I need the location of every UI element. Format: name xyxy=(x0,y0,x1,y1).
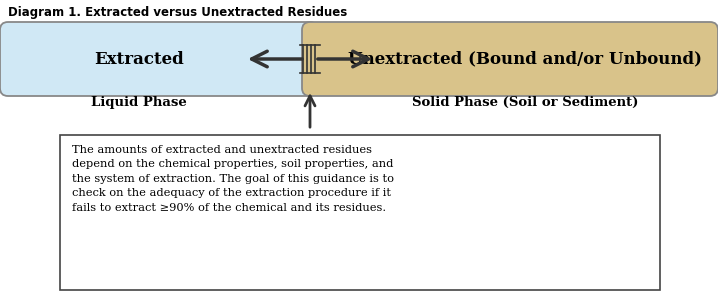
FancyBboxPatch shape xyxy=(302,22,718,96)
Text: Diagram 1. Extracted versus Unextracted Residues: Diagram 1. Extracted versus Unextracted … xyxy=(8,6,348,19)
Bar xyxy=(290,29,330,89)
Text: The amounts of extracted and unextracted residues
depend on the chemical propert: The amounts of extracted and unextracted… xyxy=(72,145,394,213)
Text: Solid Phase (Soil or Sediment): Solid Phase (Soil or Sediment) xyxy=(412,96,638,109)
Text: Liquid Phase: Liquid Phase xyxy=(91,96,187,109)
Text: Extracted: Extracted xyxy=(94,50,184,68)
FancyBboxPatch shape xyxy=(60,135,660,290)
Text: Unextracted (Bound and/or Unbound): Unextracted (Bound and/or Unbound) xyxy=(348,50,702,68)
FancyBboxPatch shape xyxy=(0,22,318,96)
